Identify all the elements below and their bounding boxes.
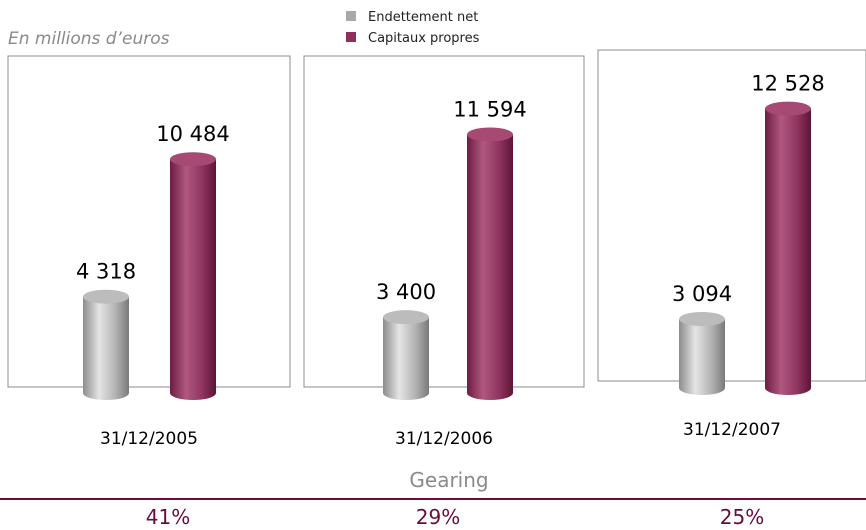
gearing-value-2006: 29% [416,505,460,529]
gearing-section: Gearing 41% 29% 25% [0,468,866,529]
capitaux-propres-value-2006: 11 594 [453,97,526,121]
unit-label: En millions d’euros [8,29,170,49]
endettement-net-bar-2005-body [83,296,129,400]
panel-2007: 3 094 12 528 31/12/2007 [597,49,866,440]
capitaux-propres-value-2005: 10 484 [156,122,229,146]
capitaux-propres-bar-2005 [170,152,216,400]
endettement-net-bar-2007-body [679,319,725,395]
gearing-value-2007: 25% [720,505,764,529]
endettement-net-bar-2006 [383,310,429,400]
endettement-net-value-2007: 3 094 [672,282,732,306]
capitaux-propres-bar-2006-body [467,134,513,400]
endettement-net-bar-2005 [83,289,129,400]
category-label-2005: 31/12/2005 [100,429,198,449]
panel-frame [7,55,291,388]
legend-swatch-endettement [346,11,356,21]
legend-item-endettement: Endettement net [346,10,478,25]
category-label-2006: 31/12/2006 [395,429,493,449]
capitaux-propres-bar-2005-top [170,152,216,167]
endettement-net-bar-2005-top [83,289,129,304]
endettement-net-bar-2006-body [383,317,429,400]
legend-label-endettement: Endettement net [368,10,478,25]
capitaux-propres-bar-2006-top [467,127,513,142]
category-label-2007: 31/12/2007 [683,420,781,440]
panel-2005: 4 318 10 484 31/12/2005 [7,55,291,449]
chart-panels: 4 318 10 484 31/12/2005 3 400 11 594 31/12/20… [7,49,866,449]
capitaux-propres-bar-2007 [765,101,811,395]
legend-label-capitaux: Capitaux propres [368,31,480,46]
endettement-net-bar-2006-top [383,310,429,325]
panel-frame [303,55,585,388]
gearing-title: Gearing [409,468,488,492]
panel-frame [597,49,866,382]
legend-swatch-capitaux [346,32,356,42]
endettement-net-bar-2007-top [679,312,725,327]
panel-2006: 3 400 11 594 31/12/2006 [303,55,585,449]
legend-item-capitaux: Capitaux propres [346,31,480,46]
endettement-net-value-2006: 3 400 [376,280,436,304]
gearing-value-2005: 41% [146,505,190,529]
capitaux-propres-value-2007: 12 528 [751,72,824,96]
endettement-net-value-2005: 4 318 [76,260,136,284]
capitaux-propres-bar-2005-body [170,159,216,400]
capitaux-propres-bar-2007-body [765,108,811,395]
endettement-net-bar-2007 [679,312,725,395]
legend: Endettement net Capitaux propres [346,10,480,46]
capitaux-propres-bar-2007-top [765,101,811,116]
capitaux-propres-bar-2006 [467,127,513,400]
